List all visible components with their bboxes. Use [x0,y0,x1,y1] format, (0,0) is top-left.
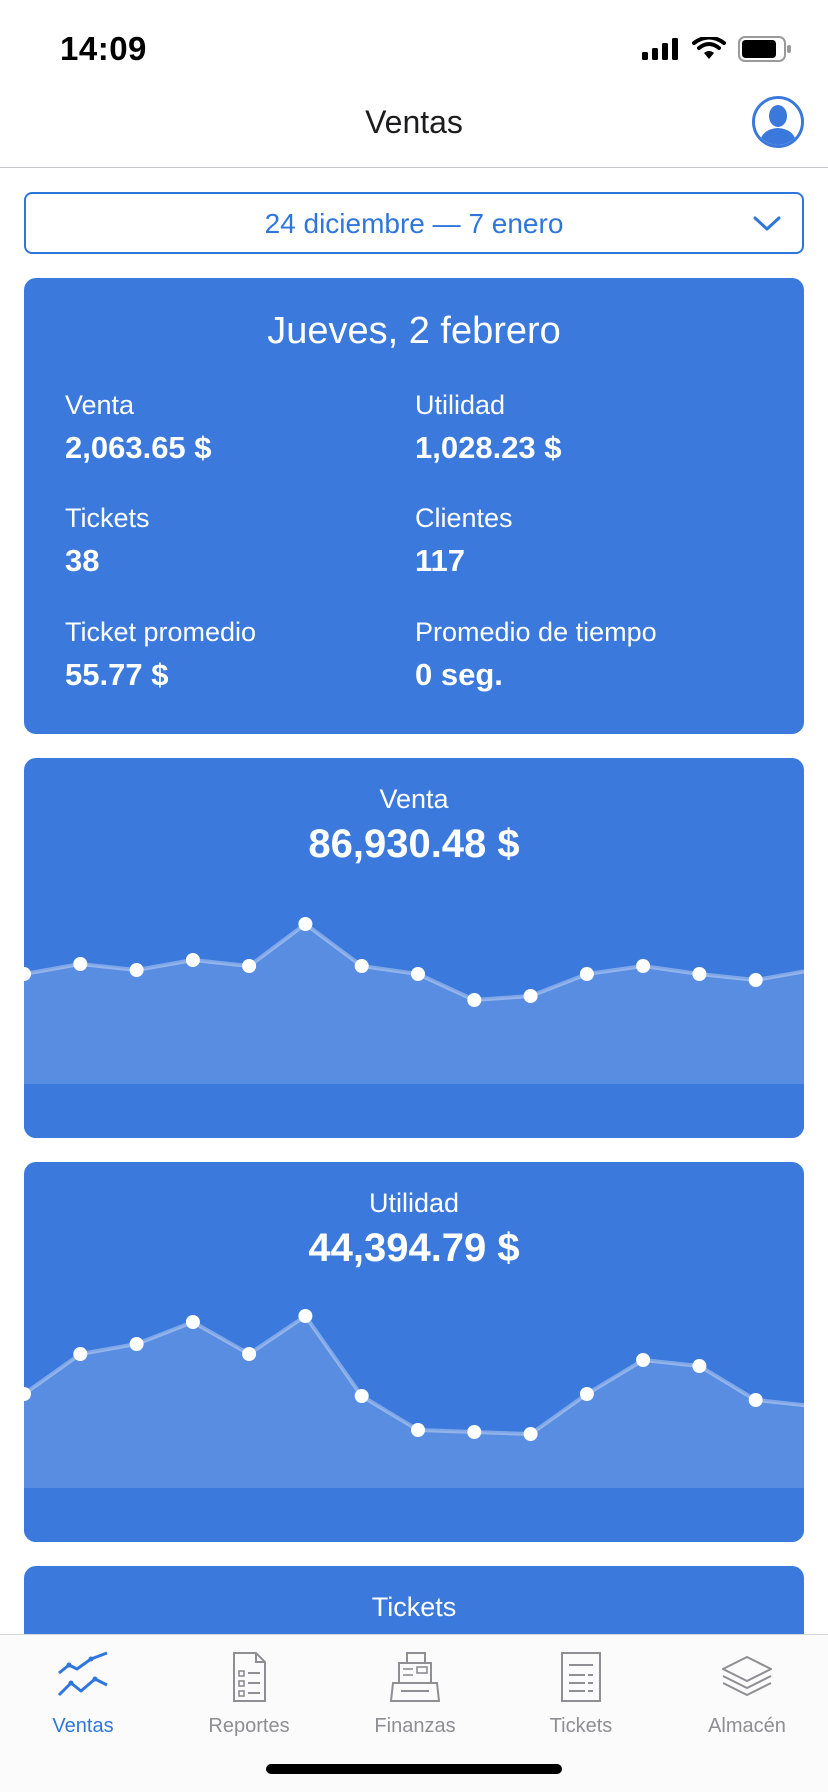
chart-point[interactable] [692,967,707,981]
chart-baseline-band [24,1084,804,1138]
stat-venta: Venta 2,063.65 $ [65,388,385,468]
stat-value: 117 [415,543,466,578]
tab-reportes[interactable]: Reportes [166,1635,332,1745]
chart-point[interactable] [748,1393,763,1407]
stat-label: Utilidad [415,390,506,420]
stat-tickets: Tickets 38 [65,501,385,581]
chart-title: Utilidad [368,1188,460,1218]
ticket-receipt-icon [561,1652,601,1702]
tab-bar: Ventas Reportes Finanzas [0,1634,828,1792]
stat-clientes: Clientes 117 [415,501,735,581]
chart-point[interactable] [242,1347,257,1361]
profile-avatar-button[interactable] [752,96,804,148]
venta-chart-card[interactable]: Venta 86,930.48 $ [24,758,804,1138]
chart-point[interactable] [185,1315,200,1329]
chart-area [24,924,804,1084]
chart-point[interactable] [298,917,313,931]
chart-point[interactable] [523,989,538,1003]
tab-tickets[interactable]: Tickets [498,1635,664,1745]
tab-label: Finanzas [374,1715,456,1737]
chart-point[interactable] [467,1425,482,1439]
chart-point[interactable] [24,967,31,981]
chart-point[interactable] [73,1347,88,1361]
date-range-label: 24 diciembre — 7 enero [264,208,564,239]
chart-point[interactable] [579,967,594,981]
stat-value: 1,028.23 $ [415,430,562,465]
chart-title: Tickets [371,1592,457,1622]
stat-ticket-promedio: Ticket promedio 55.77 $ [65,615,385,695]
tab-ventas[interactable]: Ventas [0,1635,166,1745]
tab-almacen[interactable]: Almacén [664,1635,828,1745]
chart-point[interactable] [354,1389,369,1403]
chart-point[interactable] [467,993,482,1007]
stat-value: 2,063.65 $ [65,430,212,465]
stat-label: Venta [65,390,135,420]
utilidad-area-chart [24,1309,804,1542]
chart-point[interactable] [129,963,144,977]
chart-point[interactable] [579,1387,594,1401]
battery-icon [738,36,791,62]
status-time: 14:09 [60,30,147,67]
venta-area-chart [24,917,804,1138]
date-range-picker[interactable]: 24 diciembre — 7 enero [24,192,804,254]
chart-point[interactable] [748,973,763,987]
chart-title: Venta [379,784,449,814]
chart-point[interactable] [411,967,425,981]
chevron-down-icon [753,216,781,231]
tab-finanzas[interactable]: Finanzas [332,1635,498,1745]
chart-point[interactable] [636,1353,651,1367]
stat-value: 38 [65,543,100,578]
chart-point[interactable] [636,959,651,973]
chart-point[interactable] [354,959,369,973]
page-title: Ventas [365,104,463,140]
chart-point[interactable] [242,959,257,973]
tab-label: Tickets [549,1715,613,1737]
status-bar: 14:09 [0,0,828,94]
status-icons [642,36,792,62]
tab-label: Almacén [708,1715,786,1737]
cash-register-icon [389,1652,441,1702]
stat-value: 55.77 $ [65,657,169,692]
chart-point[interactable] [411,1423,425,1437]
tab-label: Reportes [208,1715,290,1737]
nav-bar: Ventas [0,94,828,168]
chart-total-value: 44,394.79 $ [308,1226,520,1270]
stat-label: Promedio de tiempo [415,617,657,647]
home-indicator [266,1764,562,1774]
sales-chart-icon [57,1651,108,1697]
tab-label: Ventas [52,1715,114,1737]
stat-utilidad: Utilidad 1,028.23 $ [415,388,735,468]
chart-point[interactable] [185,953,200,967]
stat-value: 0 seg. [415,657,503,692]
stat-label: Tickets [65,503,150,533]
summary-date-title: Jueves, 2 febrero [267,310,561,352]
report-document-icon [233,1652,266,1702]
daily-summary-card: Jueves, 2 febrero Venta 2,063.65 $ Utili… [24,278,804,734]
stat-label: Ticket promedio [65,617,257,647]
chart-point[interactable] [298,1309,313,1323]
chart-point[interactable] [24,1387,31,1401]
warehouse-layers-icon [722,1656,772,1696]
stat-label: Clientes [415,503,513,533]
stat-promedio-tiempo: Promedio de tiempo 0 seg. [415,615,735,695]
chart-total-value: 86,930.48 $ [308,822,520,866]
chart-area [24,1316,804,1488]
chart-point[interactable] [692,1359,707,1373]
chart-baseline-band [24,1488,804,1542]
chart-point[interactable] [523,1427,538,1441]
wifi-icon [692,37,726,59]
user-avatar-icon [755,99,801,145]
chart-point[interactable] [73,957,88,971]
chart-point[interactable] [129,1337,144,1351]
utilidad-chart-card[interactable]: Utilidad 44,394.79 $ [24,1162,804,1542]
signal-icon [642,38,678,60]
